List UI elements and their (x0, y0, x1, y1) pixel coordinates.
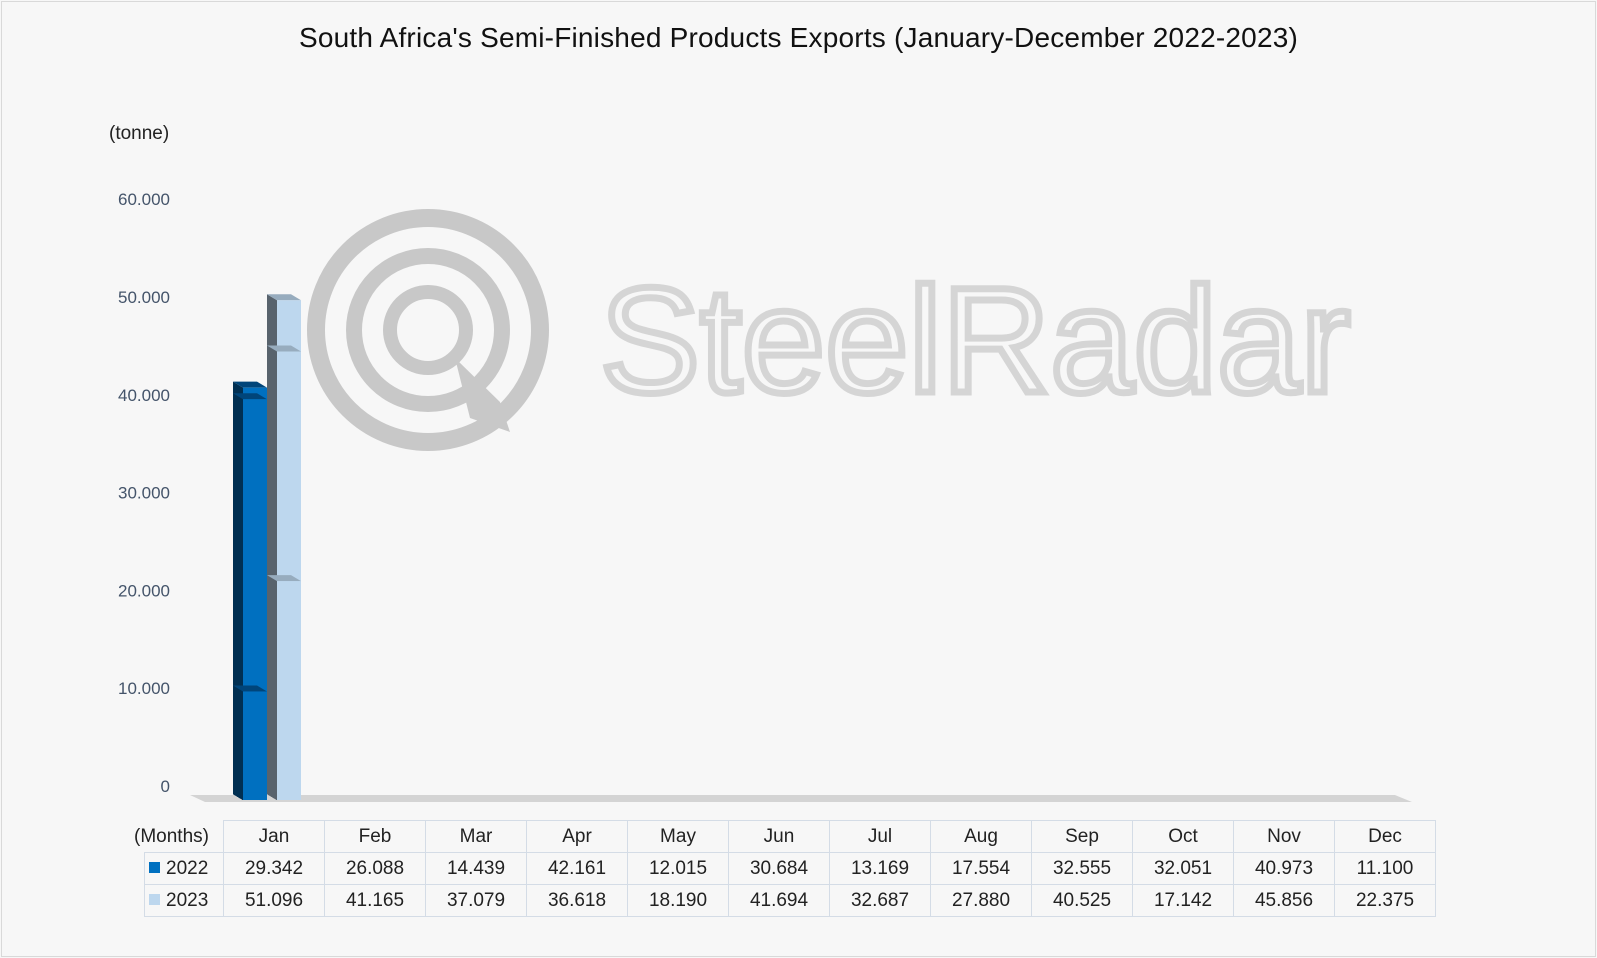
bar-top (233, 381, 267, 388)
y-tick-label: 0 (161, 777, 170, 796)
y-tick-label: 40.000 (118, 386, 170, 405)
data-label: 18.190 (627, 884, 729, 917)
watermark-text: SteelRadar (600, 256, 1350, 424)
bar-top (267, 575, 301, 582)
data-table-row-2023: 2023 51.096 41.165 37.079 36.618 18.190 41.694… (144, 884, 1436, 917)
bar-top (233, 685, 267, 692)
data-label: 17.554 (930, 852, 1032, 885)
x-tick-label: Apr (526, 820, 628, 853)
data-table-header-row: Jan Feb Mar Apr May Jun Jul Aug Sep Oct Nov Dec (144, 820, 1436, 853)
x-tick-label: Jan (223, 820, 325, 853)
data-label: 13.169 (829, 852, 931, 885)
data-label: 26.088 (324, 852, 426, 885)
legend-swatch (149, 861, 160, 873)
legend-entry-2023: 2023 (144, 884, 224, 917)
x-tick-label: Dec (1334, 820, 1436, 853)
legend-entry-2022: 2022 (144, 852, 224, 885)
bar-2022-dec (233, 685, 267, 800)
bar-top (267, 345, 301, 352)
data-label: 32.555 (1031, 852, 1133, 885)
x-tick-label: Aug (930, 820, 1032, 853)
bar-2023-dec (267, 575, 301, 800)
legend-swatch (149, 893, 160, 905)
data-table: Jan Feb Mar Apr May Jun Jul Aug Sep Oct Nov Dec 202… (144, 820, 1436, 917)
y-axis-unit-label: (tonne) (109, 123, 170, 144)
data-label: 41.694 (728, 884, 830, 917)
x-tick-label: Jul (829, 820, 931, 853)
data-label: 40.525 (1031, 884, 1133, 917)
watermark-logo: SteelRadar (307, 209, 1354, 451)
bars-group (233, 294, 301, 800)
data-label: 14.439 (425, 852, 527, 885)
y-tick-label: 20.000 (118, 581, 170, 600)
data-label: 32.687 (829, 884, 931, 917)
bar-side (233, 685, 243, 800)
bar-top (233, 393, 267, 400)
data-label: 45.856 (1233, 884, 1335, 917)
data-label: 42.161 (526, 852, 628, 885)
bar-front (277, 581, 301, 800)
y-tick-label: 10.000 (118, 679, 170, 698)
bar-side (267, 575, 277, 800)
chart-floor (190, 795, 1412, 802)
x-tick-label: Jun (728, 820, 830, 853)
y-axis: 0 10.000 20.000 30.000 40.000 50.000 60.000 (118, 190, 170, 796)
x-tick-label: Oct (1132, 820, 1234, 853)
data-label: 40.973 (1233, 852, 1335, 885)
legend-label: 2023 (166, 889, 209, 911)
chart-title: South Africa's Semi-Finished Products Ex… (298, 22, 1299, 53)
x-tick-label: Mar (425, 820, 527, 853)
x-tick-label: Nov (1233, 820, 1335, 853)
data-label: 37.079 (425, 884, 527, 917)
data-label: 41.165 (324, 884, 426, 917)
data-label: 30.684 (728, 852, 830, 885)
data-label: 36.618 (526, 884, 628, 917)
y-tick-label: 60.000 (118, 190, 170, 209)
x-tick-label: Sep (1031, 820, 1133, 853)
data-table-row-2022: 2022 29.342 26.088 14.439 42.161 12.015 30.684… (144, 852, 1436, 885)
data-label: 11.100 (1334, 852, 1436, 885)
data-label: 51.096 (223, 884, 325, 917)
data-label: 32.051 (1132, 852, 1234, 885)
y-tick-label: 30.000 (118, 484, 170, 503)
legend-label: 2022 (166, 857, 209, 879)
y-tick-label: 50.000 (118, 288, 170, 307)
bar-front (243, 691, 267, 800)
data-label: 12.015 (627, 852, 729, 885)
x-tick-label: Feb (324, 820, 426, 853)
chart-floor-shadow (190, 795, 1412, 802)
data-label: 22.375 (1334, 884, 1436, 917)
bar-top (267, 294, 301, 301)
x-tick-label: May (627, 820, 729, 853)
data-label: 17.142 (1132, 884, 1234, 917)
data-label: 29.342 (223, 852, 325, 885)
data-label: 27.880 (930, 884, 1032, 917)
